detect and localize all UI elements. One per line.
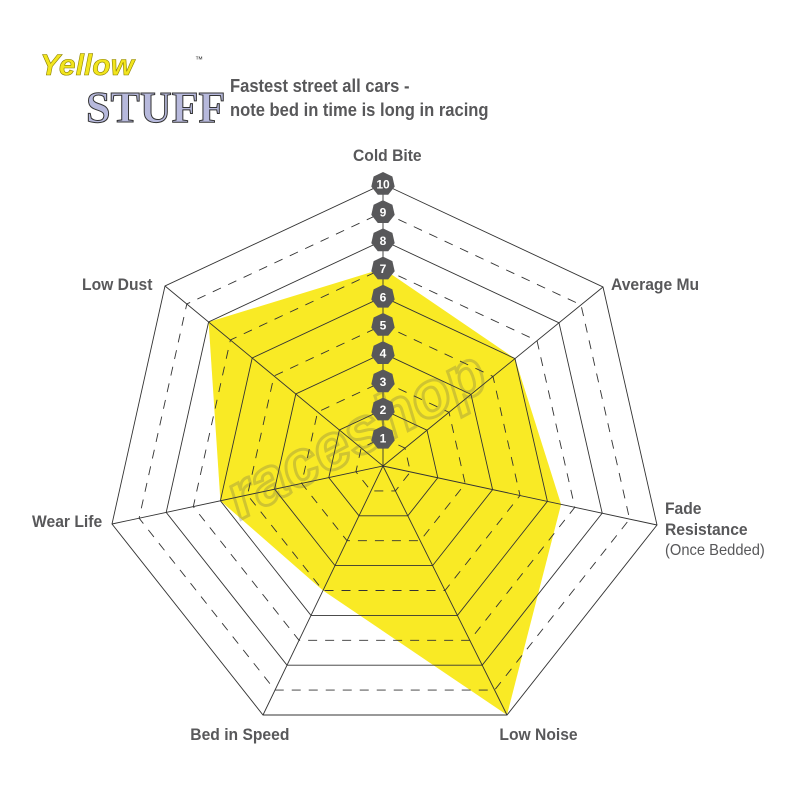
chart-title: Fastest street all cars - note bed in ti… xyxy=(230,74,489,122)
grid-ring-1 xyxy=(355,437,411,492)
axis-label-low-dust: Low Dust xyxy=(82,275,153,294)
axis-spoke xyxy=(262,465,384,716)
scale-tick-label: 3 xyxy=(380,375,387,389)
logo-stuff-text: STUFF xyxy=(86,83,225,132)
grid-ring-7 xyxy=(192,268,576,641)
scale-tick-label: 6 xyxy=(380,290,387,304)
grid-ring-4 xyxy=(274,352,494,567)
scale-tick-label: 4 xyxy=(380,347,387,361)
axis-label-bed-in-speed: Bed in Speed xyxy=(190,725,290,744)
yellow-stuff-logo: Yellow STUFF ™ xyxy=(40,49,226,133)
grid-ring-5 xyxy=(247,324,521,591)
scale-badge: 2 xyxy=(371,397,395,421)
grid-ring-10 xyxy=(111,183,658,716)
axis-label-fade-resistance-main: Fade Resistance xyxy=(665,499,748,539)
badge-shape xyxy=(371,341,395,365)
chart-title-line-2: note bed in time is long in racing xyxy=(230,100,489,120)
axis-spoke xyxy=(382,465,508,716)
scale-tick-label: 7 xyxy=(380,262,387,276)
grid-ring-8 xyxy=(165,239,603,666)
scale-badge: 10 xyxy=(371,172,395,195)
badge-shape xyxy=(371,313,395,336)
axis-label-low-noise: Low Noise xyxy=(499,725,578,744)
scale-badge: 5 xyxy=(371,313,395,336)
scale-tick-label: 10 xyxy=(376,178,390,192)
badge-shape xyxy=(371,228,395,252)
scale-tick-label: 5 xyxy=(380,319,387,333)
scale-badge: 1 xyxy=(371,425,395,449)
badge-shape xyxy=(371,425,395,449)
axis-label-cold-bite: Cold Bite xyxy=(352,146,422,165)
logo-yellow-text: Yellow xyxy=(40,49,136,82)
scale-tick-label: 9 xyxy=(380,206,387,220)
scale-badge: 9 xyxy=(371,200,395,224)
chart-title-line-1: Fastest street all cars - xyxy=(230,76,410,96)
scale-tick-label: 2 xyxy=(380,403,387,417)
scale-badge: 6 xyxy=(371,284,395,308)
axis-spoke xyxy=(382,465,658,526)
axis-spoke xyxy=(382,286,604,467)
badge-shape xyxy=(371,369,395,393)
badge-shape xyxy=(371,200,395,224)
axis-label-average-mu: Average Mu xyxy=(611,275,700,294)
grid-ring-9 xyxy=(138,211,631,691)
axis-label-fade-resistance-sub: (Once Bedded) xyxy=(665,542,765,559)
scale-tick-label: 8 xyxy=(380,234,387,248)
scale-badge: 3 xyxy=(371,369,395,393)
axis-spoke xyxy=(164,285,384,467)
scale-badge: 8 xyxy=(371,228,395,252)
axis-spoke xyxy=(111,465,384,525)
scale-tick-label: 1 xyxy=(380,431,387,445)
axis-label-wear-life: Wear Life xyxy=(32,512,103,531)
scale-badge: 7 xyxy=(371,256,395,280)
grid-ring-3 xyxy=(301,380,466,542)
badge-shape xyxy=(371,397,395,421)
trademark-symbol: ™ xyxy=(195,55,203,64)
badge-shape xyxy=(371,256,395,280)
data-area xyxy=(208,268,562,715)
scale-badge: 4 xyxy=(371,341,395,365)
grid-ring-2 xyxy=(328,409,439,517)
axis-label-fade-resistance: Fade Resistance (Once Bedded) xyxy=(665,498,765,561)
badge-shape xyxy=(371,284,395,308)
badge-shape xyxy=(371,172,395,195)
grid-ring-6 xyxy=(219,296,548,616)
